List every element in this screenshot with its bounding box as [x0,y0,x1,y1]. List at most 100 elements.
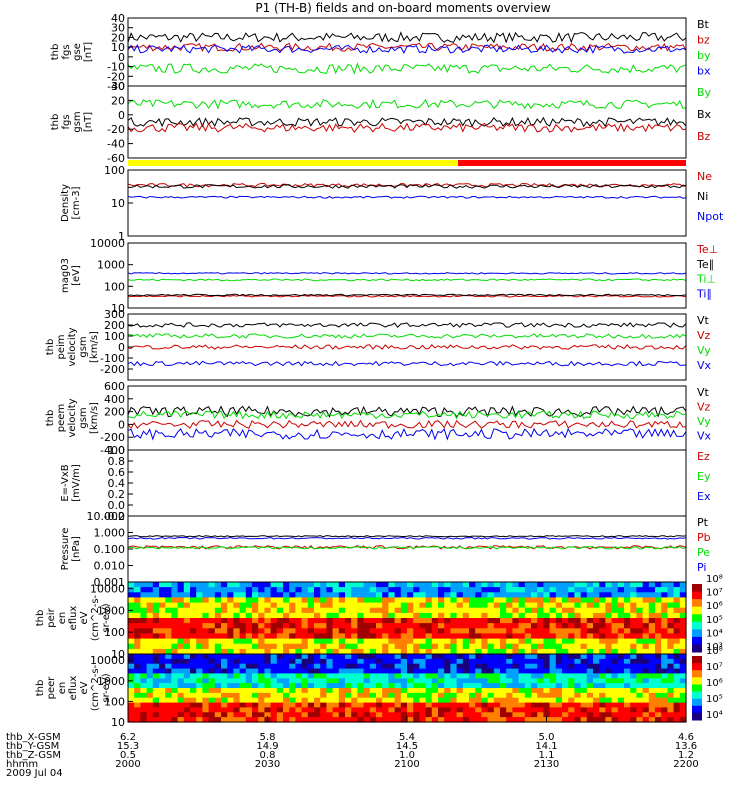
heatmap-cell [326,673,334,679]
heatmap-cell [196,623,203,629]
heatmap-cell [667,592,675,598]
heatmap-cell [345,587,352,593]
y-axis-label: thbfgsgsm[nT] [50,111,94,132]
heatmap-cell [270,618,278,624]
heatmap-cell [673,628,681,634]
heatmap-cell [369,607,377,614]
heatmap-cell [481,688,489,694]
heatmap-cell [183,712,191,718]
heatmap-cell [183,697,191,704]
heatmap-cell [450,663,458,670]
heatmap-cell [611,628,619,634]
y-tick-label: 100 [104,164,125,177]
heatmap-cell [586,648,594,655]
heatmap-cell [661,663,668,670]
heatmap-cell [562,592,569,598]
y-tick-label: 1000 [97,604,125,617]
heatmap-cell [196,592,203,598]
heatmap-cell [568,707,575,713]
heatmap-cell [376,663,383,670]
heatmap-cell [326,628,334,634]
heatmap-cell [673,648,681,655]
heatmap-cell [276,607,284,614]
heatmap-cell [264,643,272,650]
heatmap-cell [481,648,489,655]
heatmap-cell [307,692,315,699]
heatmap-cell [190,707,197,713]
heatmap-cell [617,602,625,609]
heatmap-cell [438,628,445,634]
heatmap-cell [537,717,544,723]
heatmap-cell [487,673,495,679]
heatmap-cell [363,712,371,718]
heatmap-cell [655,648,662,655]
heatmap-cell [295,592,303,598]
heatmap-cell [487,628,495,634]
heatmap-cell [400,607,408,614]
heatmap-cell [128,658,135,665]
heatmap-cell [456,607,464,614]
y-tick-label: 10 [111,41,125,54]
heatmap-cell [549,688,557,694]
heatmap-cell [171,607,179,614]
heatmap-cell [549,678,557,684]
heatmap-cell [165,668,172,675]
heatmap-cell [555,602,563,609]
x-axis-row-label: 2009 Jul 04 [6,768,63,779]
heatmap-cell [568,678,575,684]
heatmap-cell [177,597,185,604]
heatmap-cell [642,697,650,704]
legend-entry: Vt [697,386,710,399]
heatmap-cell [394,612,402,619]
heatmap-cell [512,582,520,588]
heatmap-cell [320,592,327,598]
heatmap-cell [376,673,383,679]
heatmap-cell [487,648,495,655]
heatmap-cell [667,707,675,713]
heatmap-cell [369,602,377,609]
heatmap-cell [425,597,433,604]
heatmap-cell [555,673,563,679]
heatmap-cell [202,712,210,718]
heatmap-cell [456,643,464,650]
heatmap-cell [295,663,303,670]
heatmap-cell [586,673,594,679]
heatmap-cell [270,643,278,650]
heatmap-cell [673,683,681,689]
heatmap-cell [388,582,396,588]
heatmap-cell [326,607,334,614]
y-tick-label: 40 [111,12,125,25]
x-axis-row-label: thb_Y-GSM [6,741,59,752]
heatmap-cell [586,602,594,609]
heatmap-cell [376,648,383,655]
heatmap-cell [661,628,668,634]
colorbar-swatch [692,629,702,638]
heatmap-cell [667,597,675,604]
heatmap-cell [661,648,668,655]
heatmap-cell [326,697,334,704]
heatmap-cell [307,668,315,675]
legend-entry: by [697,49,711,62]
heatmap-cell [338,688,346,694]
heatmap-cell [202,592,210,598]
heatmap-cell [531,683,538,689]
heatmap-cell [469,702,476,709]
heatmap-cell [159,712,166,718]
heatmap-cell [258,612,265,619]
heatmap-cell [233,633,241,640]
heatmap-cell [630,602,637,609]
panel-frame [127,85,687,159]
heatmap-cell [537,628,544,634]
colorbar-swatch [692,705,702,714]
heatmap-cell [506,638,513,645]
heatmap-cell [425,707,433,713]
heatmap-cell [673,582,681,588]
heatmap-cell [605,628,613,634]
heatmap-cell [233,592,241,598]
heatmap-cell [599,717,606,723]
heatmap-cell [419,717,427,723]
heatmap-cell [332,597,340,604]
heatmap-cell [481,697,489,704]
heatmap-cell [388,607,396,614]
heatmap-cell [438,602,445,609]
